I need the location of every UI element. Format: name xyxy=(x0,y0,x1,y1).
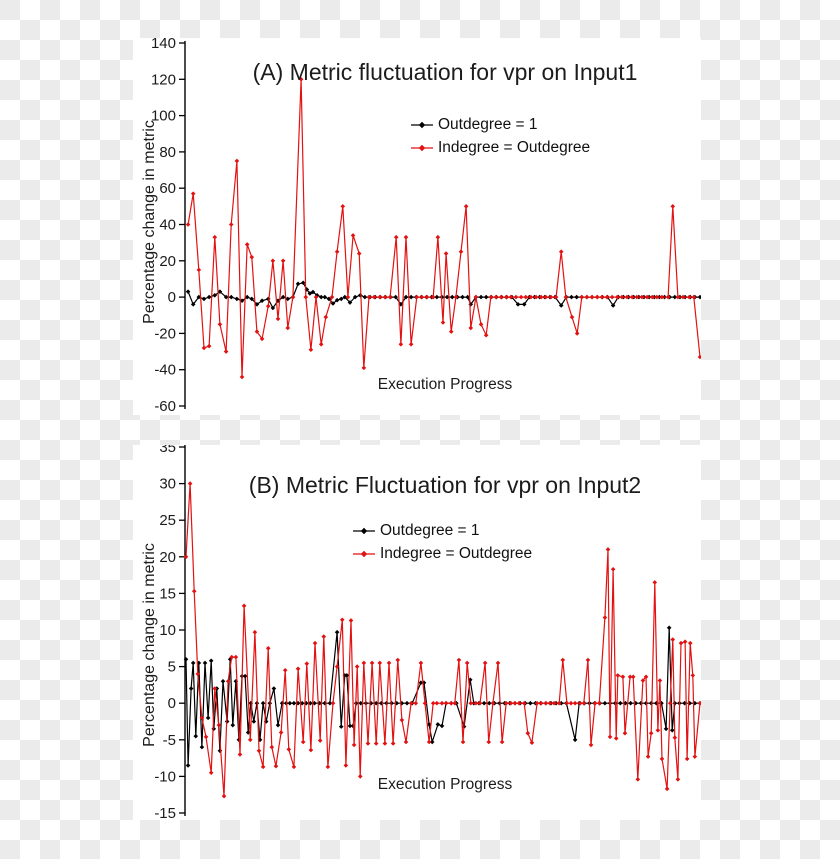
chart-panel-input2: 35 30 25 20 15 10 5 0 -5 -10 -15 (B) Metric Fluctu… xyxy=(133,445,701,820)
svg-text:100: 100 xyxy=(151,108,176,125)
svg-text:120: 120 xyxy=(151,71,176,88)
svg-text:-40: -40 xyxy=(154,362,176,379)
legend-label-indegree: Indegree = Outdegree xyxy=(380,545,533,562)
line-marker-icon xyxy=(353,550,375,558)
svg-text:-10: -10 xyxy=(154,768,176,785)
svg-text:20: 20 xyxy=(159,253,176,270)
chart-a-x-axis-label: Execution Progress xyxy=(377,376,513,393)
chart-a-title: (A) Metric fluctuation for vpr on Input1 xyxy=(252,59,638,86)
svg-text:30: 30 xyxy=(159,476,176,493)
chart-a-legend: Outdegree = 1 Indegree = Outdegree xyxy=(410,116,590,157)
chart-b-plot-area: 35 30 25 20 15 10 5 0 -5 -10 -15 xyxy=(154,445,701,820)
svg-text:-60: -60 xyxy=(154,398,176,415)
svg-text:5: 5 xyxy=(168,659,176,676)
chart-a-plot-area: 140 120 100 80 60 40 20 0 -20 -40 -60 xyxy=(151,38,701,415)
legend-entry-indegree: Indegree = Outdegree xyxy=(352,545,532,563)
svg-text:-15: -15 xyxy=(154,805,176,820)
chart-b-x-axis-label: Execution Progress xyxy=(377,776,513,793)
chart-panel-input1: 140 120 100 80 60 40 20 0 -20 -40 -60 (A) Metric f… xyxy=(133,38,701,415)
svg-text:60: 60 xyxy=(159,180,176,197)
svg-text:-20: -20 xyxy=(154,325,176,342)
svg-text:0: 0 xyxy=(168,695,176,712)
svg-text:-5: -5 xyxy=(163,732,176,749)
legend-label-indegree: Indegree = Outdegree xyxy=(438,139,591,156)
line-marker-icon xyxy=(411,121,433,129)
legend-label-outdegree: Outdegree = 1 xyxy=(438,116,538,133)
svg-text:25: 25 xyxy=(159,512,176,529)
chart-a-y-axis-label: Percentage change in metric xyxy=(141,120,158,324)
chart-b-title: (B) Metric Fluctuation for vpr on Input2 xyxy=(248,472,642,499)
legend-entry-outdegree: Outdegree = 1 xyxy=(352,522,532,540)
legend-label-outdegree: Outdegree = 1 xyxy=(380,522,480,539)
legend-entry-outdegree: Outdegree = 1 xyxy=(410,116,590,134)
svg-text:80: 80 xyxy=(159,144,176,161)
svg-text:140: 140 xyxy=(151,38,176,52)
chart-b-legend: Outdegree = 1 Indegree = Outdegree xyxy=(352,522,532,563)
svg-text:10: 10 xyxy=(159,622,176,639)
legend-entry-indegree: Indegree = Outdegree xyxy=(410,139,590,157)
line-marker-icon xyxy=(353,527,375,535)
svg-text:20: 20 xyxy=(159,549,176,566)
line-marker-icon xyxy=(411,144,433,152)
svg-text:40: 40 xyxy=(159,217,176,234)
svg-text:35: 35 xyxy=(159,445,176,456)
chart-b-y-axis-label: Percentage change in metric xyxy=(141,543,158,747)
svg-text:15: 15 xyxy=(159,585,176,602)
svg-text:0: 0 xyxy=(168,289,176,306)
